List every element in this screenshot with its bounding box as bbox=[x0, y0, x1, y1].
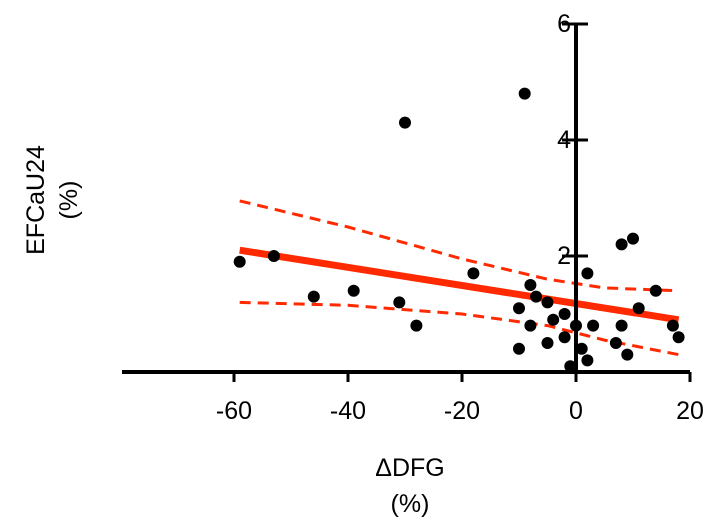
confidence-band-layer bbox=[239, 199, 679, 357]
data-point bbox=[558, 331, 571, 344]
data-point bbox=[575, 342, 588, 355]
upper-confidence-band bbox=[239, 199, 679, 293]
regression-line bbox=[239, 246, 680, 324]
x-tick-label: 0 bbox=[569, 397, 583, 425]
data-point bbox=[581, 354, 594, 367]
data-point bbox=[307, 290, 320, 303]
data-point bbox=[399, 116, 411, 129]
data-point bbox=[621, 348, 634, 361]
x-tick-label: -20 bbox=[444, 397, 480, 425]
data-point bbox=[615, 319, 628, 332]
labels-layer: ΔDFG (%) EFCaU24 (%) bbox=[22, 145, 445, 518]
data-point bbox=[558, 308, 571, 320]
data-point bbox=[615, 238, 628, 251]
data-point bbox=[233, 255, 246, 268]
x-axis-unit-label: (%) bbox=[391, 490, 430, 518]
data-point bbox=[513, 302, 525, 315]
data-point bbox=[347, 284, 360, 297]
data-point bbox=[570, 319, 582, 332]
data-point bbox=[530, 290, 543, 303]
data-point bbox=[649, 284, 662, 297]
data-point bbox=[467, 267, 480, 280]
data-point bbox=[547, 313, 560, 326]
y-tick-label: 6 bbox=[557, 10, 571, 38]
regression-line-layer bbox=[239, 246, 680, 324]
data-point bbox=[410, 319, 423, 332]
data-point bbox=[518, 87, 531, 100]
data-point bbox=[609, 337, 622, 349]
data-points-layer bbox=[233, 87, 685, 373]
x-tick-label: 20 bbox=[676, 397, 704, 425]
y-axis-unit-label: (%) bbox=[55, 181, 83, 220]
x-tick-label: -60 bbox=[216, 397, 252, 425]
data-point bbox=[564, 360, 577, 373]
data-point bbox=[632, 302, 645, 315]
axes-layer: -60 -40 -20 0 20 2 4 6 bbox=[122, 10, 704, 425]
data-point bbox=[513, 342, 525, 355]
y-tick-label: 2 bbox=[557, 242, 571, 270]
data-point bbox=[627, 232, 639, 245]
data-point bbox=[524, 279, 537, 291]
data-point bbox=[393, 296, 406, 309]
data-point bbox=[541, 337, 554, 349]
data-point bbox=[581, 267, 594, 280]
x-axis-label: ΔDFG bbox=[375, 454, 444, 482]
data-point bbox=[672, 331, 685, 344]
data-point bbox=[267, 250, 280, 262]
x-tick-label: -40 bbox=[330, 397, 366, 425]
y-axis-label: EFCaU24 bbox=[22, 145, 50, 255]
y-tick-label: 4 bbox=[557, 126, 571, 154]
data-point bbox=[666, 319, 679, 332]
data-point bbox=[541, 296, 554, 309]
data-point bbox=[587, 319, 600, 332]
data-point bbox=[524, 319, 537, 332]
